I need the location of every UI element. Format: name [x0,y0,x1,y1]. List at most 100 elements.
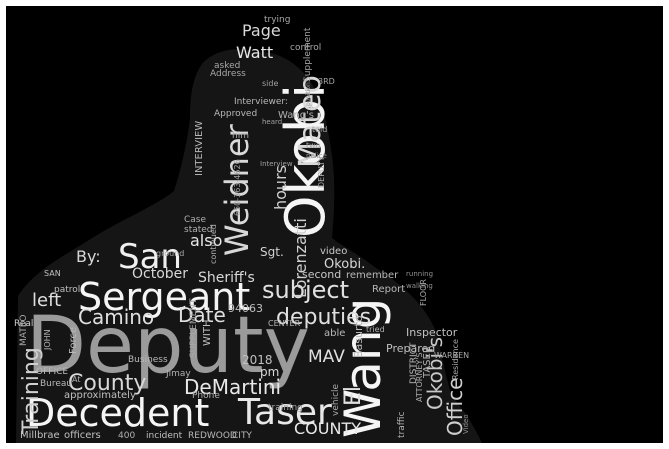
word-inspector: Inspector [406,326,458,339]
word-taser: TASER [422,346,433,379]
word-pm: pm [260,365,279,379]
word-mateo: MATEO [19,315,29,347]
word-approximately: approximately [64,390,136,401]
word-second: second [302,268,341,281]
word-city: CITY [232,431,252,441]
word-position: position [305,82,312,106]
word-running: running [406,270,433,278]
word-two: two [306,141,321,150]
word-force: Force [68,327,79,354]
word-address: Address [210,69,246,79]
word-watt: Watt [236,43,273,62]
word-side: side [262,79,278,88]
word-incident: incident [146,431,183,441]
word-phone: Phone [192,391,220,401]
word-weidner: Weidner [218,123,256,256]
word-2018: 2018 [242,353,273,367]
word-okobi: Okobi. [324,257,365,272]
word-supplement: Supplement [303,27,313,82]
word-office: Office [443,378,467,436]
word-prepared: Prepared [386,342,435,355]
word-400: 400 [118,431,135,441]
word-subject: subject [262,276,349,304]
word-deputy: DEPUTY [317,156,326,188]
word-told: told [312,125,327,134]
word-tried: tried [366,325,385,334]
word-report: Report [372,284,405,295]
word-el: El [341,386,366,406]
word-millbrae: Millbrae [20,430,60,441]
word-ground: ground [156,249,184,258]
word-center: CENTER [268,319,301,328]
word-county: COUNTY [294,419,361,438]
word-floor: FLOOR [419,279,428,306]
word-him: him [232,131,249,141]
word-page: Page [242,21,281,40]
word-sgt: Sgt. [260,245,284,259]
word-jimay: Jimay [165,369,191,379]
word-training: Training [19,347,44,435]
word-heard: heard [262,118,282,126]
word-continued: continued [209,224,218,264]
word-warren: WARREN [434,351,469,360]
word-mav: MAV [308,347,345,367]
word-october: October [132,266,188,282]
word-asked: asked [214,61,240,71]
word-stated: stated [184,225,213,235]
word-walking: walking [406,282,433,290]
word-video: Video [462,414,470,434]
word-cloud-image: Deputy Decedent Okobi Wang Sergeant San Taser W… [6,6,663,443]
word-traffic: traffic [397,412,407,438]
word-sheriff-s: Sheriff's [198,270,255,286]
word-at: At [72,375,80,384]
word-hours: hours [271,165,290,210]
word-camino: Camino [78,305,154,329]
word-vehicle: vehicle [331,383,341,416]
word-police: police [306,152,327,160]
word-basurto: Basurto [352,315,365,358]
word-wang-s: Wang's [278,110,314,121]
word-lorenzatti: Lorenzatti [291,218,310,298]
word-officers: officers [64,430,101,441]
word-trying: trying [264,15,290,25]
word-interview: INTERVIEW [194,121,205,176]
word-san: SAN [44,269,61,278]
word-district: DISTRICT [409,342,419,384]
word-okobi: Okobi [274,84,337,238]
word-video: video [320,246,347,257]
word-okobi-s: Okobi's [423,337,447,410]
word-taser: Taser [237,392,332,433]
word-bureau: Bureau [40,379,72,389]
word-deputy: Deputy [26,301,310,391]
word-3rd: 3RD [318,77,335,86]
word-redwood: REDWOOD [188,431,237,441]
word-by: By: [76,247,101,266]
word-san: San [118,237,182,277]
word-with: WITH [202,320,213,346]
word-mateo: Mateo [293,75,328,168]
word-real: Real [14,319,33,329]
word-sergeant: Sergeant [78,275,250,319]
word-interviewer: Interviewer: [234,97,288,107]
word-also: also [190,231,222,250]
word-patrol: patrol [54,285,80,295]
word-john: JOHN [43,329,52,351]
word-attorney-s: ATTORNEY'S [415,352,424,402]
word-demartini: DeMartini [184,375,281,399]
word-able: able [324,328,345,339]
word-left: left [32,290,61,311]
word-case: Case [184,215,206,225]
word-office: OFFICE [36,367,68,377]
word-interview: Interview [260,160,293,168]
word-date: Date [178,303,226,327]
word-94063: 94063 [228,302,263,315]
word-control: control [290,43,321,53]
word-650-363-4626: 650-363-4626 [233,159,242,216]
word-business: Business [128,355,168,365]
word-wang: Wang [334,298,392,438]
word-approved: Approved [214,109,257,119]
figure-silhouette [16,49,482,443]
word-decedent: Decedent [26,391,209,435]
word-county: County [68,371,146,396]
